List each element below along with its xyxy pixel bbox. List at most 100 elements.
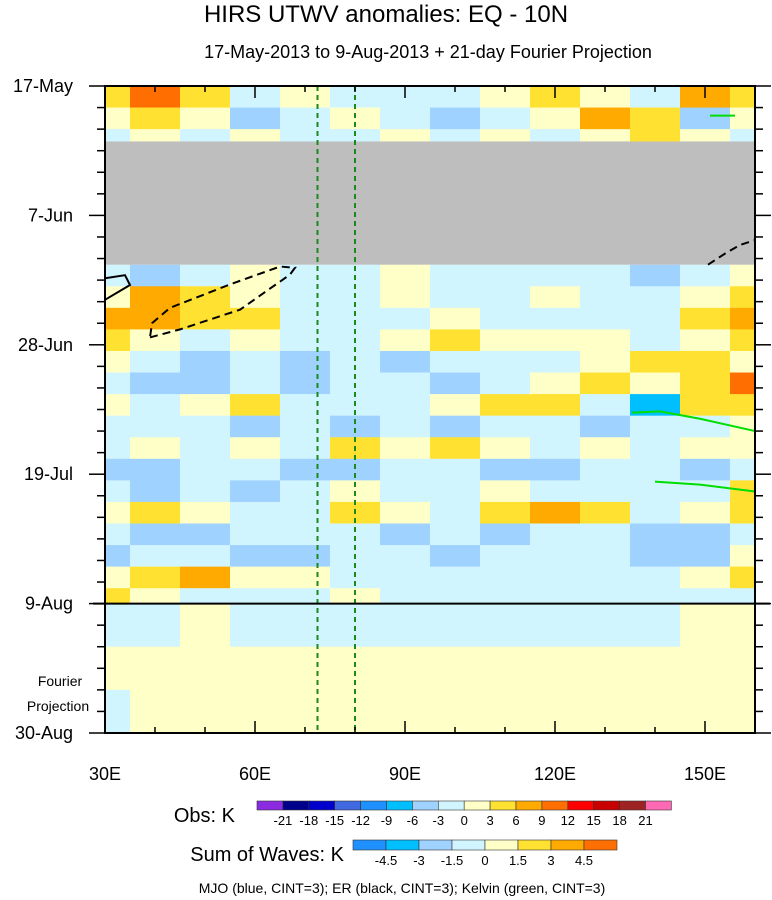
obs-cell xyxy=(430,329,481,352)
projection-cell xyxy=(430,603,481,648)
obs-cell xyxy=(230,350,281,374)
waves-colorbar-swatch xyxy=(385,839,420,851)
obs-cell xyxy=(180,588,231,605)
obs-cell xyxy=(180,329,231,352)
obs-cell xyxy=(230,437,281,460)
waves-colorbar-level-label: 1.5 xyxy=(509,853,527,868)
obs-cell xyxy=(330,523,381,546)
obs-cell xyxy=(430,566,481,589)
obs-cell xyxy=(280,501,331,524)
obs-colorbar-swatch xyxy=(256,800,284,811)
obs-cell xyxy=(380,129,431,142)
obs-cell xyxy=(130,588,181,605)
obs-cell xyxy=(130,437,181,460)
obs-cell xyxy=(280,523,331,546)
kelvin-contour xyxy=(654,480,756,493)
obs-cell xyxy=(630,588,681,605)
x-tick-label: 60E xyxy=(239,764,271,784)
chart-title: HIRS UTWV anomalies: EQ - 10N xyxy=(204,1,568,28)
obs-cell xyxy=(180,264,231,287)
obs-cell xyxy=(580,372,631,395)
obs-cell xyxy=(330,588,381,605)
obs-cell xyxy=(180,566,231,589)
obs-cell xyxy=(280,545,331,568)
obs-cell xyxy=(130,545,181,568)
obs-cell xyxy=(180,415,231,438)
obs-cell xyxy=(280,588,331,605)
obs-cell xyxy=(380,372,431,395)
obs-cell xyxy=(480,107,531,130)
obs-cell xyxy=(480,545,531,568)
obs-cell xyxy=(730,545,756,568)
obs-colorbar-level-label: -15 xyxy=(325,813,344,828)
obs-cell xyxy=(580,480,631,503)
obs-cell xyxy=(530,264,581,287)
obs-cell xyxy=(430,286,481,309)
obs-cell xyxy=(130,264,181,287)
projection-cell xyxy=(130,603,181,648)
x-tick-label: 90E xyxy=(389,764,421,784)
obs-cell xyxy=(430,372,481,395)
obs-cell xyxy=(230,480,281,503)
waves-colorbar-swatch xyxy=(352,839,387,851)
obs-cell xyxy=(530,588,581,605)
obs-cell xyxy=(180,523,231,546)
obs-cell xyxy=(230,588,281,605)
obs-cell xyxy=(130,566,181,589)
projection-cell xyxy=(380,603,431,648)
obs-cell xyxy=(280,458,331,481)
obs-cell xyxy=(530,437,581,460)
obs-cell xyxy=(730,415,756,438)
projection-cell xyxy=(680,603,731,648)
obs-cell xyxy=(105,307,131,330)
projection-cell xyxy=(530,646,581,691)
obs-cell xyxy=(730,286,756,309)
obs-cell xyxy=(680,329,731,352)
waves-colorbar-swatch xyxy=(451,839,486,851)
y-tick-label: 28-Jun xyxy=(18,335,73,355)
obs-cell xyxy=(105,415,131,438)
projection-cell xyxy=(105,603,131,648)
obs-cell xyxy=(130,86,181,109)
obs-cell xyxy=(105,523,131,546)
obs-cell xyxy=(480,264,531,287)
obs-cell xyxy=(130,307,181,330)
obs-cell xyxy=(430,458,481,481)
obs-cell xyxy=(580,394,631,417)
obs-cell xyxy=(130,329,181,352)
obs-cell xyxy=(230,523,281,546)
obs-cell xyxy=(180,545,231,568)
obs-colorbar-swatch xyxy=(515,800,543,811)
obs-cell xyxy=(180,480,231,503)
obs-cell xyxy=(480,415,531,438)
x-tick-label: 120E xyxy=(534,764,576,784)
obs-cell xyxy=(630,307,681,330)
projection-cell xyxy=(180,689,231,734)
obs-cell xyxy=(630,545,681,568)
obs-cell xyxy=(530,307,581,330)
obs-cell xyxy=(380,523,431,546)
obs-cell xyxy=(580,545,631,568)
obs-cell xyxy=(730,350,756,374)
obs-cell xyxy=(630,415,681,438)
obs-cell xyxy=(180,86,231,109)
obs-colorbar-swatch xyxy=(412,800,439,811)
waves-colorbar-level-label: -1.5 xyxy=(441,853,463,868)
obs-cell xyxy=(230,545,281,568)
obs-cell xyxy=(180,129,231,142)
obs-cell xyxy=(280,86,331,109)
waves-colorbar-swatch xyxy=(583,839,618,851)
obs-cell xyxy=(680,458,731,481)
obs-cell xyxy=(580,415,631,438)
obs-cell xyxy=(630,437,681,460)
obs-colorbar-label: Obs: K xyxy=(174,805,236,827)
obs-cell xyxy=(480,372,531,395)
projection-cell xyxy=(380,646,431,691)
obs-cell xyxy=(280,480,331,503)
obs-cell xyxy=(530,350,581,374)
obs-cell xyxy=(630,350,681,374)
obs-cell xyxy=(630,129,681,142)
obs-cell xyxy=(480,480,531,503)
